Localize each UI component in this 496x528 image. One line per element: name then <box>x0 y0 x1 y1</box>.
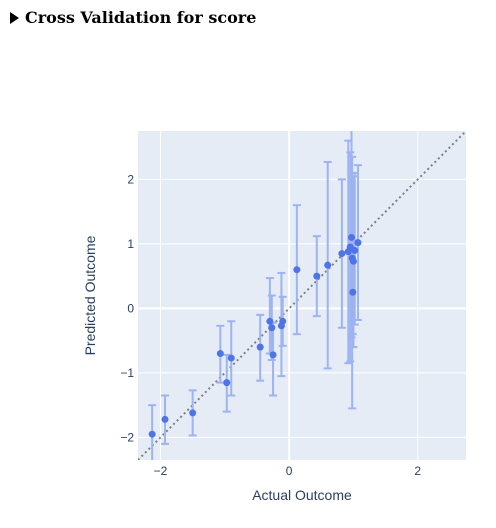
data-point[interactable] <box>268 324 276 332</box>
y-tick-label: 1 <box>127 237 134 251</box>
data-point[interactable] <box>227 354 235 362</box>
x-tick-label: 2 <box>414 464 421 478</box>
data-point[interactable] <box>348 233 356 241</box>
y-tick-label: 2 <box>127 172 134 186</box>
data-point[interactable] <box>266 317 274 325</box>
y-axis-title: Predicted Outcome <box>82 235 98 355</box>
data-point[interactable] <box>293 266 301 274</box>
data-point[interactable] <box>269 351 277 359</box>
plot-area <box>138 131 466 460</box>
data-point[interactable] <box>223 379 231 387</box>
summary-label: Cross Validation for score <box>25 8 257 27</box>
data-point[interactable] <box>354 239 362 247</box>
data-point[interactable] <box>216 350 224 358</box>
data-point[interactable] <box>338 250 346 258</box>
data-point[interactable] <box>279 317 287 325</box>
grid-lines <box>138 131 466 460</box>
y-tick-label: −2 <box>120 430 134 444</box>
x-axis-title: Actual Outcome <box>252 487 352 503</box>
x-tick-label: 0 <box>286 464 293 478</box>
data-point[interactable] <box>148 430 156 438</box>
cross-validation-summary-toggle[interactable]: Cross Validation for score <box>10 8 256 27</box>
data-point[interactable] <box>349 288 357 296</box>
y-tick-label: −1 <box>120 366 134 380</box>
data-point[interactable] <box>313 272 321 280</box>
y-tick-labels: −2 −1 0 1 2 <box>120 172 134 444</box>
data-markers <box>148 233 362 438</box>
data-point[interactable] <box>256 343 264 351</box>
x-tick-labels: −2 0 2 <box>154 464 422 478</box>
x-tick-label: −2 <box>154 464 168 478</box>
data-point[interactable] <box>349 257 357 265</box>
data-point[interactable] <box>351 246 359 254</box>
data-point[interactable] <box>189 409 197 417</box>
disclosure-triangle-icon[interactable] <box>10 11 19 24</box>
data-point[interactable] <box>161 415 169 423</box>
y-tick-label: 0 <box>127 301 134 315</box>
data-point[interactable] <box>324 261 332 269</box>
